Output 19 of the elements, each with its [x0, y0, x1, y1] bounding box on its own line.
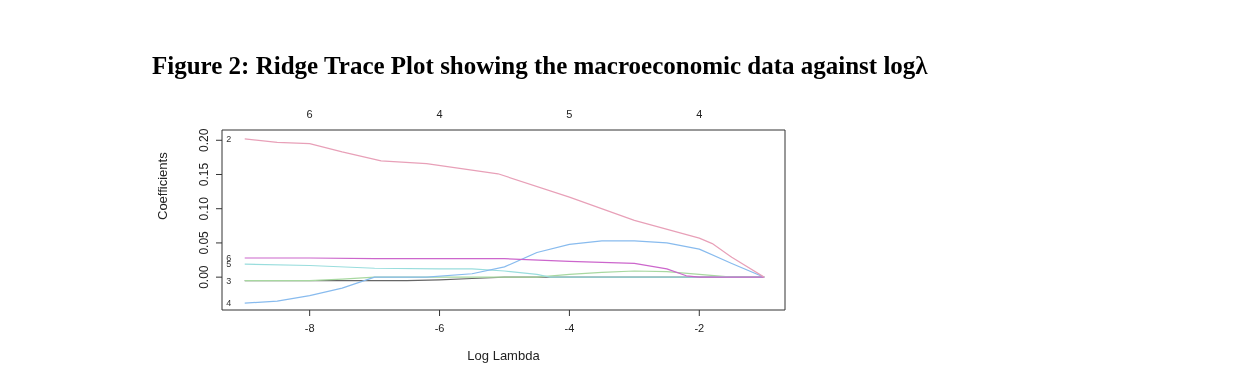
text: 5	[566, 108, 573, 120]
text: 4	[436, 108, 443, 120]
y-tick-label: 0.00	[197, 265, 211, 289]
x-axis-title: Log Lambda	[467, 348, 541, 363]
series-label: 3	[226, 275, 232, 286]
text: 6	[306, 108, 313, 120]
series-label: 4	[226, 298, 232, 309]
x-tick-label: -6	[434, 321, 445, 334]
y-axis-title: Coefficients	[154, 151, 170, 220]
text: 4	[696, 108, 703, 120]
y-tick-label: 0.10	[197, 196, 211, 221]
series-label: 2	[226, 133, 232, 144]
x-tick-label: -4	[564, 321, 575, 334]
y-tick-label: 0.05	[197, 230, 211, 255]
chart-title: Figure 2: Ridge Trace Plot showing the macroeconomic data against logλ	[152, 52, 928, 80]
x-tick-label: -8	[304, 321, 315, 334]
y-tick-label: 0.20	[197, 128, 211, 152]
y-tick-label: 0.15	[197, 162, 211, 187]
x-tick-label: -2	[694, 321, 705, 334]
